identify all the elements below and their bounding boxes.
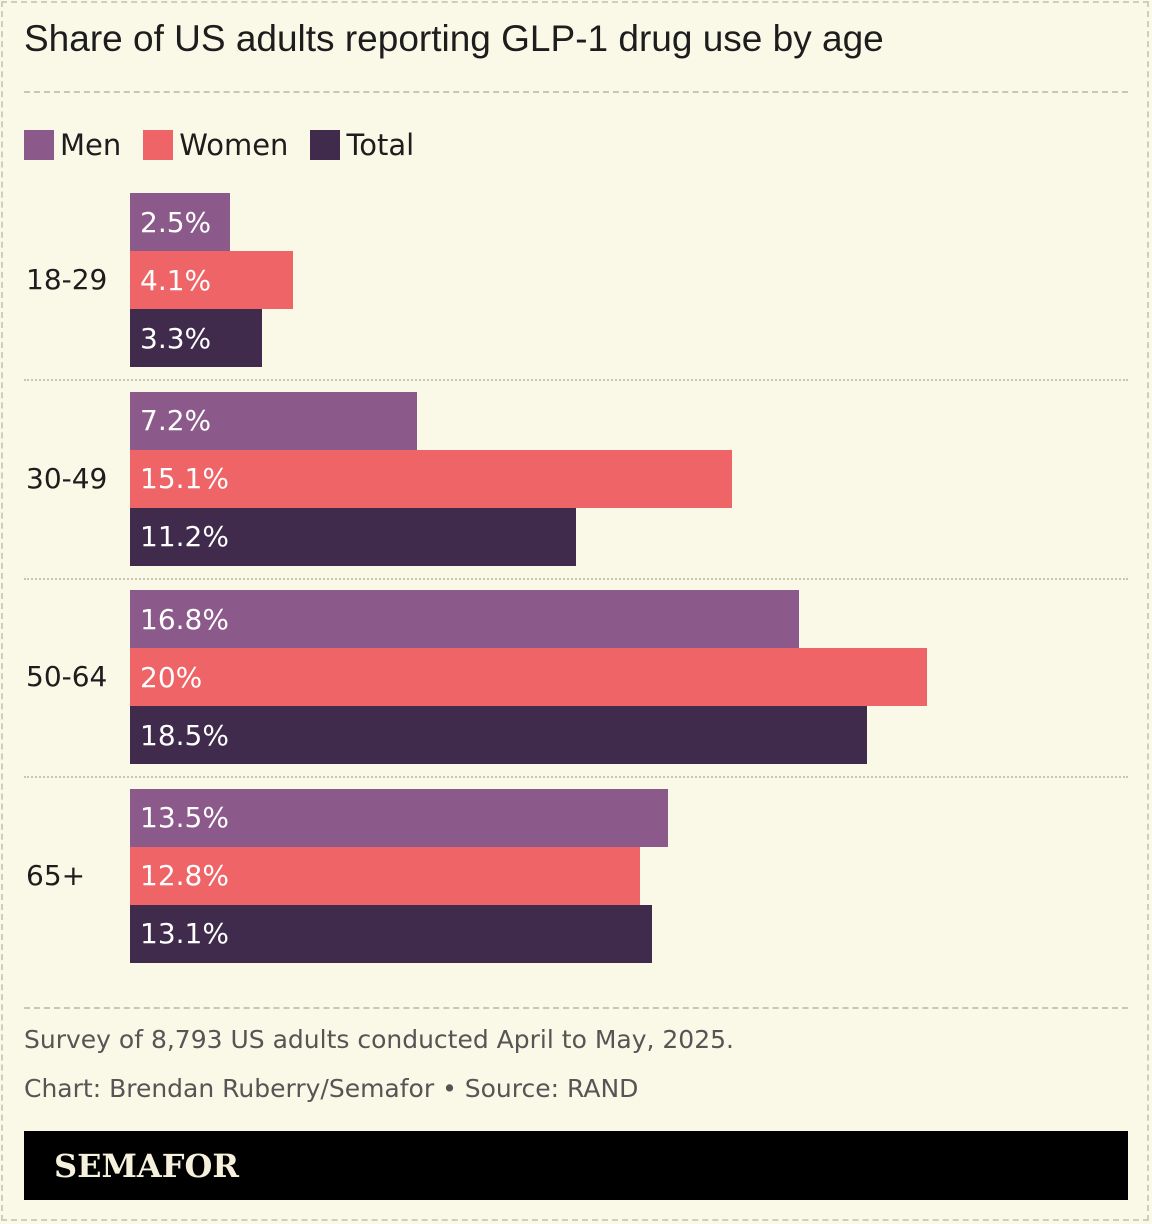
bar-men-65: 13.5% [130,788,668,847]
bar-men-50-64: 16.8% [130,590,800,648]
legend-label-total: Total [346,128,415,162]
data-label-total-65: 13.1% [140,917,229,950]
group-separator [24,776,1128,778]
bar-men-18-29: 2.5% [130,193,230,251]
legend-item-total: Total [310,128,414,162]
bar-total-18-29: 3.3% [130,309,262,367]
legend-swatch-total [310,130,341,160]
legend: Men Women Total [24,127,436,163]
bar-women-65: 12.8% [130,846,641,905]
legend-swatch-men [24,130,54,160]
data-label-women-30-49: 15.1% [140,462,229,495]
data-label-men-18-29: 2.5% [140,205,212,239]
bar-total-50-64: 18.5% [130,706,868,764]
brand-footer: SEMAFOR [24,1131,1128,1200]
category-label-30-49: 30-49 [26,461,108,495]
source-credit: Chart: Brendan Ruberry/Semafor • Source:… [24,1074,639,1103]
title-divider [24,91,1128,93]
data-label-women-65: 12.8% [140,859,229,892]
data-label-men-50-64: 16.8% [140,602,229,636]
data-label-men-65: 13.5% [140,801,229,834]
survey-note: Survey of 8,793 US adults conducted Apri… [24,1025,734,1054]
bar-total-30-49: 11.2% [130,507,577,566]
bar-men-30-49: 7.2% [130,391,417,450]
brand-logo: SEMAFOR [54,1146,239,1185]
category-label-50-64: 50-64 [26,660,108,693]
data-label-total-30-49: 11.2% [140,520,229,553]
data-label-men-30-49: 7.2% [140,404,212,437]
footer-divider [24,1007,1128,1009]
data-label-women-50-64: 20% [140,660,203,694]
data-label-total-50-64: 18.5% [140,718,229,752]
legend-swatch-women [143,130,174,160]
data-label-women-18-29: 4.1% [140,263,212,297]
legend-label-women: Women [179,128,289,162]
group-separator [24,577,1128,580]
chart-title: Share of US adults reporting GLP-1 drug … [24,18,884,59]
bar-total-65: 13.1% [130,904,653,963]
bar-women-50-64: 20% [130,648,927,706]
legend-label-men: Men [60,128,122,162]
bar-women-18-29: 4.1% [130,251,294,309]
category-label-65: 65+ [26,858,86,892]
group-separator [24,379,1128,381]
category-label-18-29: 18-29 [26,263,108,296]
legend-item-men: Men [24,128,121,162]
bar-women-30-49: 15.1% [130,449,732,508]
legend-item-women: Women [143,128,288,162]
data-label-total-18-29: 3.3% [140,321,212,355]
